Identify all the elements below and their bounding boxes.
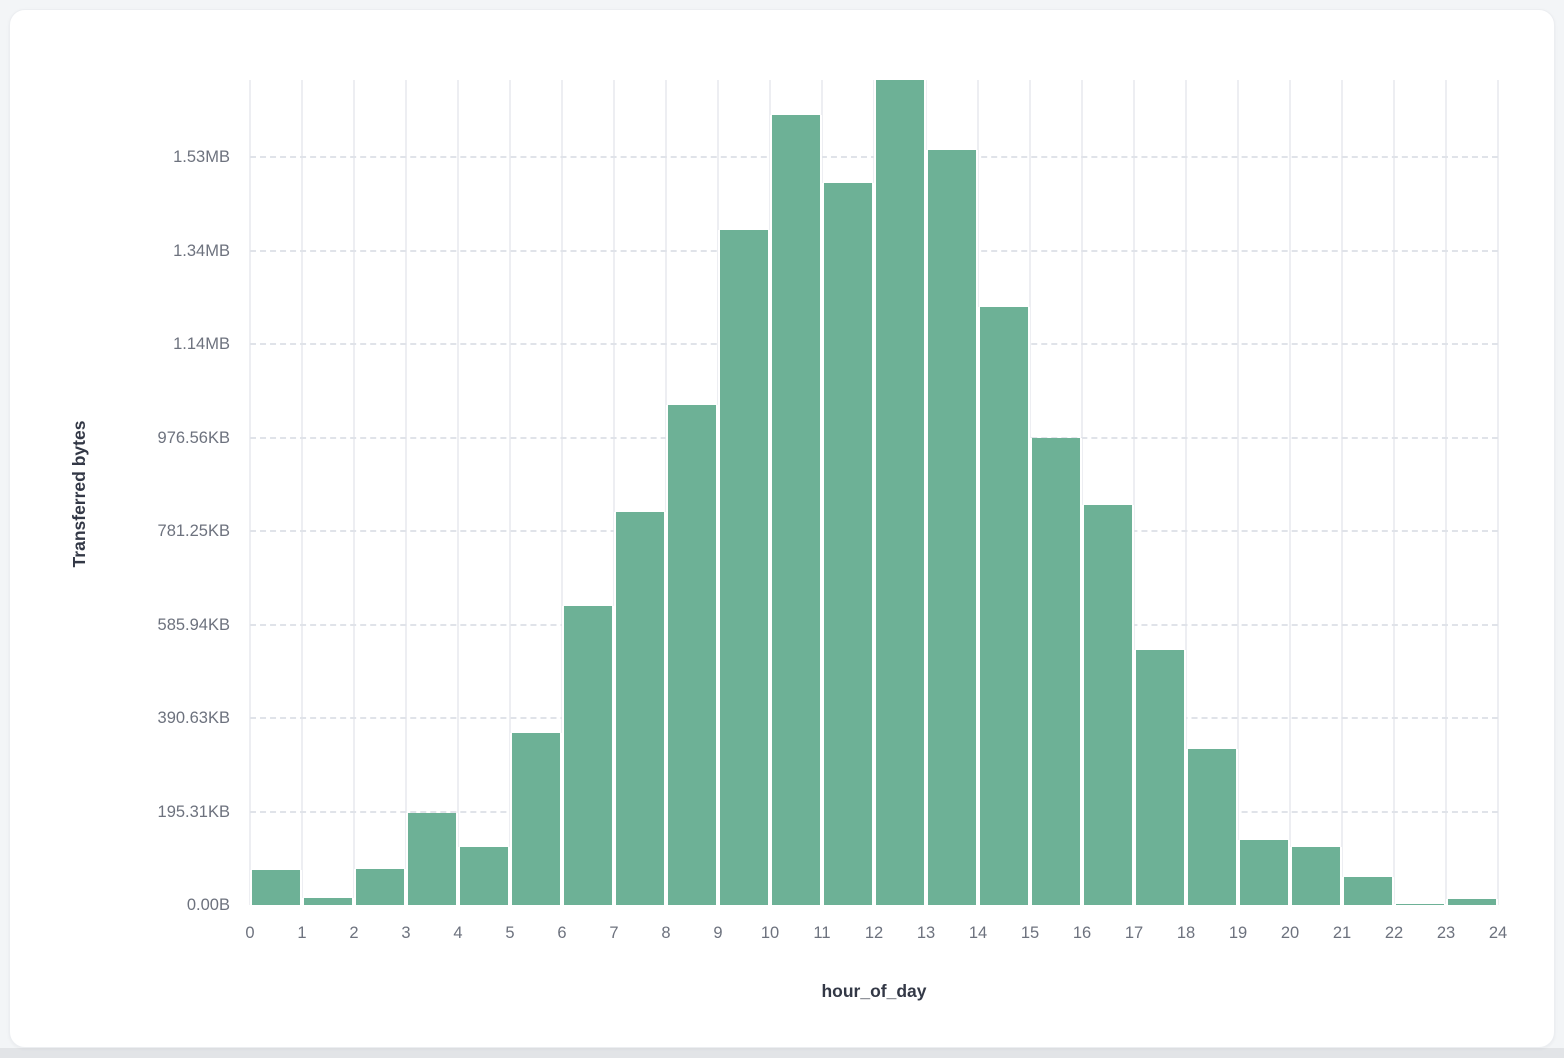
x-tick-label-0: 0	[245, 924, 255, 942]
vertical-gridline	[509, 80, 511, 905]
page-bottom-strip	[0, 1048, 1564, 1058]
histogram-bar-hour-19[interactable]	[1238, 839, 1290, 905]
vertical-gridline	[1185, 80, 1187, 905]
histogram-bar-hour-3[interactable]	[406, 813, 458, 905]
histogram-bar-hour-13[interactable]	[926, 150, 978, 905]
vertical-gridline	[405, 80, 407, 905]
x-tick-label-2: 2	[349, 924, 359, 942]
x-tick-label-3: 3	[401, 924, 411, 942]
histogram-bar-hour-15[interactable]	[1030, 437, 1082, 905]
x-tick-label-18: 18	[1176, 924, 1196, 942]
histogram-bar-hour-7[interactable]	[614, 512, 666, 905]
x-tick-label-13: 13	[916, 924, 936, 942]
histogram-bar-hour-23[interactable]	[1446, 899, 1498, 905]
x-tick-label-15: 15	[1020, 924, 1040, 942]
histogram-bar-hour-5[interactable]	[510, 733, 562, 905]
x-tick-label-12: 12	[864, 924, 884, 942]
vertical-gridline	[353, 80, 355, 905]
histogram-bar-hour-21[interactable]	[1342, 877, 1394, 905]
histogram-bar-hour-18[interactable]	[1186, 749, 1238, 905]
x-tick-label-8: 8	[661, 924, 671, 942]
histogram-bar-hour-11[interactable]	[822, 182, 874, 905]
x-tick-label-5: 5	[505, 924, 515, 942]
vertical-gridline	[1497, 80, 1499, 905]
x-tick-label-22: 22	[1384, 924, 1404, 942]
y-tick-label-1.34MB: 1.34MB	[173, 241, 230, 260]
histogram-bar-hour-4[interactable]	[458, 846, 510, 905]
x-tick-label-17: 17	[1124, 924, 1144, 942]
x-tick-label-19: 19	[1228, 924, 1248, 942]
x-tick-label-11: 11	[813, 924, 831, 942]
vertical-gridline	[1445, 80, 1447, 905]
vertical-gridline	[1133, 80, 1135, 905]
histogram-bar-hour-14[interactable]	[978, 306, 1030, 905]
y-tick-label-0.00B: 0.00B	[186, 896, 230, 914]
vertical-gridline	[1289, 80, 1291, 905]
x-axis-title: hour_of_day	[821, 981, 927, 1001]
vertical-gridline	[1393, 80, 1395, 905]
histogram-bar-hour-16[interactable]	[1082, 505, 1134, 905]
x-tick-label-6: 6	[557, 924, 567, 942]
vertical-gridline	[301, 80, 303, 905]
x-tick-label-10: 10	[760, 924, 780, 942]
plot-area	[249, 80, 1499, 905]
x-tick-label-20: 20	[1280, 924, 1300, 942]
histogram-bar-hour-12[interactable]	[874, 80, 926, 905]
x-tick-label-4: 4	[453, 924, 463, 942]
histogram-bar-hour-20[interactable]	[1290, 846, 1342, 905]
vertical-gridline	[249, 80, 251, 905]
histogram-bar-hour-2[interactable]	[354, 868, 406, 905]
histogram-bar-hour-22[interactable]	[1394, 903, 1446, 905]
histogram-bar-hour-17[interactable]	[1134, 650, 1186, 905]
x-tick-label-7: 7	[609, 924, 619, 942]
y-tick-label-195.31KB: 195.31KB	[157, 802, 230, 821]
x-tick-label-24: 24	[1488, 924, 1508, 942]
y-tick-label-976.56KB: 976.56KB	[157, 428, 230, 447]
y-tick-label-585.94KB: 585.94KB	[157, 615, 230, 634]
vertical-gridline	[1237, 80, 1239, 905]
histogram-bar-hour-6[interactable]	[562, 605, 614, 905]
vertical-gridline	[561, 80, 563, 905]
y-tick-label-781.25KB: 781.25KB	[157, 522, 230, 541]
vertical-gridline	[1341, 80, 1343, 905]
histogram-bar-hour-1[interactable]	[302, 897, 354, 905]
histogram-bar-hour-10[interactable]	[770, 115, 822, 905]
chart-card: Transferred bytes hour_of_day 0.00B 195.3…	[9, 9, 1555, 1048]
x-tick-label-9: 9	[713, 924, 723, 942]
vertical-gridline	[1081, 80, 1083, 905]
y-tick-label-1.14MB: 1.14MB	[173, 335, 230, 354]
histogram-bar-hour-9[interactable]	[718, 229, 770, 905]
x-tick-label-21: 21	[1332, 924, 1352, 942]
x-tick-label-16: 16	[1072, 924, 1092, 942]
histogram-bar-hour-0[interactable]	[250, 869, 302, 905]
y-tick-label-1.53MB: 1.53MB	[173, 148, 230, 167]
y-tick-label-390.63KB: 390.63KB	[157, 709, 230, 728]
x-tick-label-1: 1	[297, 924, 307, 942]
x-tick-label-23: 23	[1436, 924, 1456, 942]
vertical-gridline	[457, 80, 459, 905]
x-tick-label-14: 14	[968, 924, 988, 942]
vertical-gridline	[613, 80, 615, 905]
histogram-bar-hour-8[interactable]	[666, 404, 718, 905]
